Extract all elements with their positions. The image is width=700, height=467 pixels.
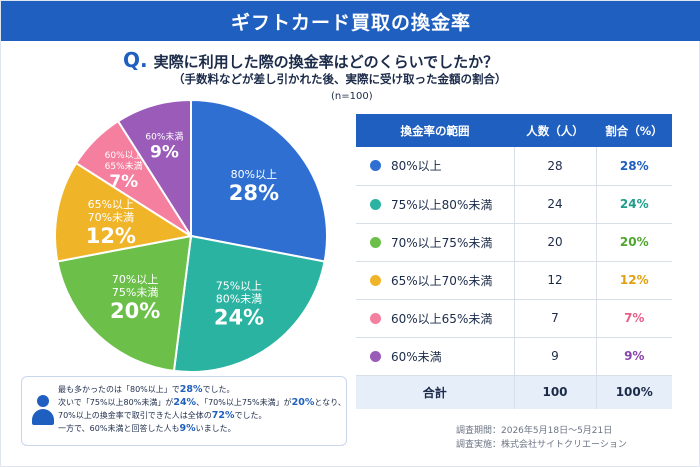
question-text: 実際に利用した際の換金率はどのくらいでしたか？: [153, 53, 499, 71]
table-total-row: 合計 100 100%: [356, 375, 672, 409]
legend-dot: [370, 312, 381, 324]
page-title: ギフトカード買取の換金率: [1, 1, 700, 41]
question-line: Q. 実際に利用した際の換金率はどのくらいでしたか？: [123, 48, 498, 72]
person-icon: [30, 395, 56, 429]
slice-label: 60%以上: [105, 150, 143, 161]
slice-label: 65%未満: [105, 160, 143, 172]
percent-cell: 9%: [595, 337, 672, 376]
total-percent: 100%: [595, 375, 672, 409]
slice-label: 75%未満: [112, 286, 158, 299]
question-subtext: （手数料などが差し引かれた後、実際に受け取った金額の割合）: [173, 72, 507, 86]
survey-info: 調査期間：2026年5月18日〜5月21日 調査実施：株式会社サイトクリエーショ…: [456, 424, 627, 452]
table-row: 65%以上70%未満 12 12%: [356, 261, 672, 300]
slice-percent: 20%: [110, 299, 160, 323]
sample-size: (n=100): [331, 91, 373, 102]
slice-percent: 7%: [109, 172, 138, 192]
legend-dot: [370, 350, 381, 362]
slice-label: 70%以上: [112, 273, 158, 286]
summary-text: 最も多かったのは「80%以上」で28%でした。 次いで「75%以上80%未満」が…: [58, 384, 346, 434]
percent-cell: 24%: [595, 185, 672, 224]
range-cell: 70%以上75%未満: [356, 223, 514, 262]
pie-slice: [54, 161, 194, 263]
count-cell: 12: [513, 261, 596, 300]
legend-dot: [370, 274, 381, 286]
range-cell: 65%以上70%未満: [356, 261, 514, 300]
count-cell: 20: [513, 223, 596, 262]
range-cell: 60%以上65%未満: [356, 299, 514, 338]
pie-slice: [172, 234, 326, 373]
question-mark: Q.: [123, 48, 148, 72]
pie-slice: [190, 98, 328, 263]
count-cell: 28: [513, 147, 596, 186]
table-row: 60%未満 9 9%: [356, 337, 672, 376]
table-row: 60%以上65%未満 7 7%: [356, 299, 672, 338]
slice-label: 75%以上: [216, 280, 262, 293]
range-cell: 80%以上: [356, 147, 514, 186]
legend-dot: [370, 236, 381, 248]
survey-organization: 調査実施：株式会社サイトクリエーション: [456, 440, 627, 450]
percent-cell: 7%: [595, 299, 672, 338]
pie-slice: [116, 98, 192, 240]
table-header-row: 換金率の範囲 人数（人） 割合（%）: [356, 114, 672, 147]
slice-label: 70%未満: [88, 211, 134, 224]
slice-label: 60%未満: [145, 131, 183, 143]
pie-slice: [56, 234, 193, 373]
percent-cell: 12%: [595, 261, 672, 300]
slice-percent: 12%: [86, 224, 136, 248]
range-cell: 75%以上80%未満: [356, 185, 514, 224]
summary-note: 最も多かったのは「80%以上」で28%でした。 次いで「75%以上80%未満」が…: [21, 376, 347, 446]
total-label: 合計: [356, 375, 514, 409]
results-table: 換金率の範囲 人数（人） 割合（%） 80%以上 28 28% 75%以上80%未満 2…: [356, 114, 672, 409]
total-count: 100: [513, 375, 596, 409]
table-row: 70%以上75%未満 20 20%: [356, 223, 672, 262]
count-cell: 7: [513, 299, 596, 338]
slice-percent: 9%: [150, 143, 179, 163]
pie-chart: 80%以上28%75%以上80%未満24%70%以上75%未満20%65%以上7…: [54, 98, 328, 373]
percent-cell: 20%: [595, 223, 672, 262]
header-range: 換金率の範囲: [356, 114, 514, 147]
count-cell: 9: [513, 337, 596, 376]
legend-dot: [370, 160, 381, 172]
slice-percent: 24%: [214, 306, 264, 330]
slice-label: 80%以上: [231, 168, 277, 181]
table-row: 75%以上80%未満 24 24%: [356, 185, 672, 224]
table-row: 80%以上 28 28%: [356, 147, 672, 186]
range-cell: 60%未満: [356, 337, 514, 376]
slice-percent: 28%: [229, 181, 279, 205]
count-cell: 24: [513, 185, 596, 224]
percent-cell: 28%: [595, 147, 672, 186]
header-count: 人数（人）: [514, 114, 596, 147]
survey-period: 調査期間：2026年5月18日〜5月21日: [456, 426, 613, 436]
header-percent: 割合（%）: [596, 114, 672, 147]
legend-dot: [370, 198, 381, 210]
slice-label: 80%未満: [216, 293, 262, 306]
slice-label: 65%以上: [88, 198, 134, 211]
